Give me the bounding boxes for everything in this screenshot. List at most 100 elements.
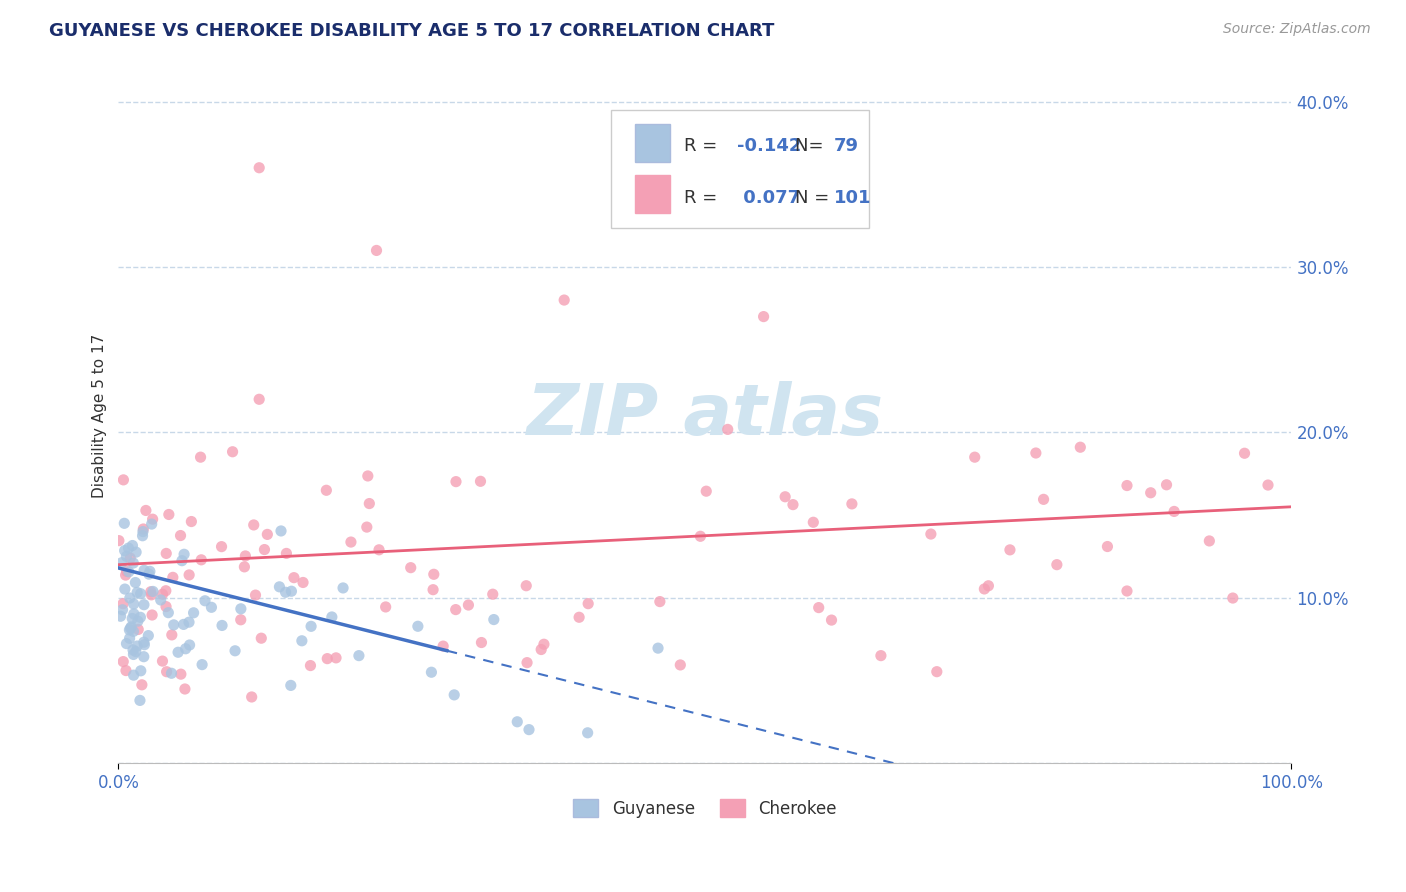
Point: [157, 606, 180, 620]
Point: [114, 582, 136, 596]
Text: 101: 101: [834, 189, 872, 207]
Point: [423, 567, 446, 582]
Point: [157, 508, 180, 522]
Point: [420, 665, 443, 680]
Point: [568, 610, 591, 624]
Point: [669, 657, 692, 672]
Point: [576, 597, 599, 611]
Point: [112, 473, 135, 487]
Point: [406, 619, 429, 633]
Point: [155, 599, 177, 614]
Y-axis label: Disability Age 5 to 17: Disability Age 5 to 17: [93, 334, 107, 498]
Point: [782, 498, 804, 512]
Point: [122, 668, 145, 682]
Point: [1198, 533, 1220, 548]
Point: [110, 609, 132, 624]
Point: [112, 655, 135, 669]
Point: [366, 244, 388, 258]
Point: [179, 638, 201, 652]
Point: [142, 512, 165, 526]
Point: [443, 688, 465, 702]
Point: [977, 579, 1000, 593]
Point: [194, 594, 217, 608]
Point: [1156, 477, 1178, 491]
Point: [211, 618, 233, 632]
Point: [515, 579, 537, 593]
Point: [163, 618, 186, 632]
Text: Source: ZipAtlas.com: Source: ZipAtlas.com: [1223, 22, 1371, 37]
Point: [717, 422, 740, 436]
Text: -0.142: -0.142: [737, 137, 801, 155]
Point: [773, 490, 796, 504]
Point: [211, 540, 233, 554]
Point: [167, 645, 190, 659]
Point: [283, 571, 305, 585]
Point: [173, 617, 195, 632]
Point: [122, 643, 145, 657]
Point: [174, 641, 197, 656]
Point: [141, 607, 163, 622]
Point: [648, 594, 671, 608]
Point: [124, 575, 146, 590]
Legend: Guyanese, Cherokee: Guyanese, Cherokee: [567, 793, 844, 824]
Point: [132, 635, 155, 649]
Point: [647, 641, 669, 656]
FancyBboxPatch shape: [612, 111, 869, 228]
Point: [141, 517, 163, 532]
Point: [174, 681, 197, 696]
Point: [115, 565, 138, 579]
Point: [114, 568, 136, 582]
Text: GUYANESE VS CHEROKEE DISABILITY AGE 5 TO 17 CORRELATION CHART: GUYANESE VS CHEROKEE DISABILITY AGE 5 TO…: [49, 22, 775, 40]
Point: [190, 450, 212, 465]
Point: [516, 656, 538, 670]
Point: [162, 570, 184, 584]
Point: [177, 615, 200, 630]
Point: [233, 559, 256, 574]
Point: [112, 597, 135, 611]
Point: [120, 551, 142, 566]
Point: [870, 648, 893, 663]
Point: [332, 581, 354, 595]
Point: [191, 657, 214, 672]
Point: [224, 644, 246, 658]
Point: [155, 546, 177, 560]
Point: [253, 542, 276, 557]
Point: [801, 516, 824, 530]
Point: [752, 310, 775, 324]
Point: [131, 678, 153, 692]
Point: [118, 623, 141, 637]
Point: [530, 642, 553, 657]
Point: [111, 603, 134, 617]
Point: [169, 528, 191, 542]
Point: [122, 597, 145, 611]
Point: [444, 602, 467, 616]
Point: [422, 582, 444, 597]
Point: [1257, 478, 1279, 492]
Point: [247, 161, 270, 175]
Point: [1069, 440, 1091, 454]
Text: R =: R =: [683, 189, 723, 207]
Point: [250, 631, 273, 645]
Text: N =: N =: [796, 189, 835, 207]
Point: [135, 503, 157, 517]
Point: [689, 529, 711, 543]
Point: [131, 529, 153, 543]
Point: [482, 613, 505, 627]
Point: [122, 607, 145, 621]
Point: [1139, 485, 1161, 500]
Point: [1233, 446, 1256, 460]
Point: [270, 524, 292, 538]
Point: [359, 497, 381, 511]
Bar: [634, 175, 669, 213]
Point: [920, 527, 942, 541]
Point: [160, 628, 183, 642]
Point: [280, 678, 302, 692]
Point: [481, 587, 503, 601]
Point: [121, 611, 143, 625]
Point: [115, 664, 138, 678]
Point: [155, 583, 177, 598]
Point: [457, 598, 479, 612]
Point: [129, 664, 152, 678]
Point: [122, 556, 145, 570]
Point: [1116, 478, 1139, 492]
